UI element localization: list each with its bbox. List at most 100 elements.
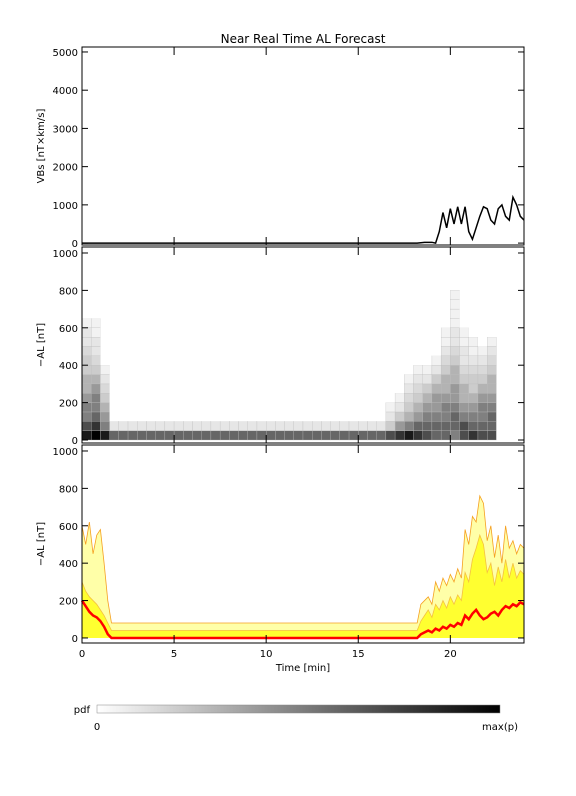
heat-cell	[146, 411, 156, 422]
heat-cell	[118, 411, 129, 422]
heat-cell	[487, 309, 497, 319]
heat-cell	[100, 318, 110, 328]
heat-cell	[385, 327, 396, 338]
heat-cell	[468, 402, 479, 413]
heat-cell	[440, 402, 451, 413]
heat-cell	[256, 290, 267, 300]
heat-cell	[459, 411, 469, 422]
heat-cell	[229, 393, 239, 403]
heat-cell	[183, 290, 193, 300]
heat-cell	[118, 290, 129, 300]
heat-cell	[201, 299, 211, 310]
heat-cell	[183, 346, 193, 356]
heat-cell	[100, 383, 110, 394]
heat-cell	[422, 327, 432, 338]
heat-cell	[459, 365, 469, 375]
heat-cell	[477, 299, 488, 310]
heat-cell	[146, 393, 156, 403]
heat-cell	[183, 309, 193, 319]
heat-cell	[330, 365, 340, 375]
heat-cell	[422, 402, 433, 413]
heat-cell	[459, 421, 469, 431]
heat-cell	[330, 337, 340, 347]
heat-cell	[404, 393, 414, 403]
heat-cell	[385, 355, 396, 366]
heat-cell	[376, 383, 386, 394]
heat-cell	[312, 402, 322, 412]
heat-cell	[385, 365, 396, 375]
colorbar-max: max(p)	[482, 722, 518, 733]
heat-cell	[146, 355, 156, 366]
heat-cell	[210, 421, 221, 431]
heat-cell	[229, 337, 239, 347]
heat-cell	[266, 383, 276, 394]
heat-cell	[210, 374, 221, 384]
heat-cell	[109, 318, 119, 328]
heat-cell	[330, 309, 340, 319]
heat-cell	[441, 309, 451, 319]
heat-cell	[266, 337, 276, 347]
heat-cell	[146, 402, 156, 412]
heat-cell	[118, 374, 129, 384]
heat-cell	[174, 365, 184, 375]
heat-cell	[404, 327, 414, 338]
heat-cell	[81, 402, 92, 413]
heat-cell	[413, 402, 423, 413]
heat-cell	[137, 365, 147, 375]
heat-cell	[487, 374, 497, 385]
y-tick-label: 2000	[53, 163, 78, 174]
heat-cell	[91, 309, 101, 319]
heat-cell	[413, 309, 423, 319]
heat-cell	[266, 309, 276, 319]
heat-cell	[339, 365, 350, 375]
heat-cell	[238, 374, 248, 384]
heat-cell	[275, 327, 285, 338]
heat-cell	[440, 374, 451, 385]
heat-cell	[477, 327, 488, 338]
y-tick-label: 200	[59, 399, 78, 410]
heat-cell	[431, 299, 442, 310]
heat-cell	[450, 346, 460, 356]
heat-cell	[155, 411, 165, 422]
heat-cell	[146, 346, 156, 356]
heat-cell	[303, 299, 313, 310]
heat-cell	[128, 411, 138, 422]
heat-cell	[118, 383, 129, 394]
heat-cell	[128, 393, 138, 403]
heat-cell	[100, 411, 110, 422]
heat-cell	[201, 393, 211, 403]
heat-cell	[303, 346, 313, 356]
heat-cell	[256, 355, 267, 366]
heat-cell	[349, 393, 359, 403]
heat-cell	[275, 402, 285, 412]
heat-cell	[487, 411, 497, 422]
heat-cell	[468, 336, 479, 347]
heat-cell	[431, 318, 442, 328]
heat-cell	[155, 402, 165, 412]
heat-cell	[413, 337, 423, 347]
heat-cell	[459, 383, 469, 394]
heat-cell	[477, 337, 488, 347]
heat-cell	[312, 393, 322, 403]
heat-cell	[358, 430, 368, 441]
heat-cell	[487, 393, 497, 403]
heat-cell	[238, 346, 248, 356]
heat-cell	[100, 421, 110, 431]
heat-cell	[109, 327, 119, 338]
heat-cell	[376, 290, 386, 300]
heat-cell	[321, 327, 331, 338]
heat-cell	[201, 365, 211, 375]
heat-cell	[183, 402, 193, 412]
heat-cell	[450, 402, 460, 413]
heat-cell	[413, 374, 423, 385]
heat-cell	[376, 411, 386, 422]
heat-cell	[358, 346, 368, 356]
heat-cell	[256, 393, 267, 403]
heat-cell	[229, 374, 239, 384]
heat-cell	[229, 365, 239, 375]
heat-cell	[312, 421, 322, 431]
heat-cell	[164, 346, 175, 356]
heat-cell	[173, 430, 184, 441]
heat-cell	[100, 337, 110, 347]
heat-cell	[266, 318, 276, 328]
